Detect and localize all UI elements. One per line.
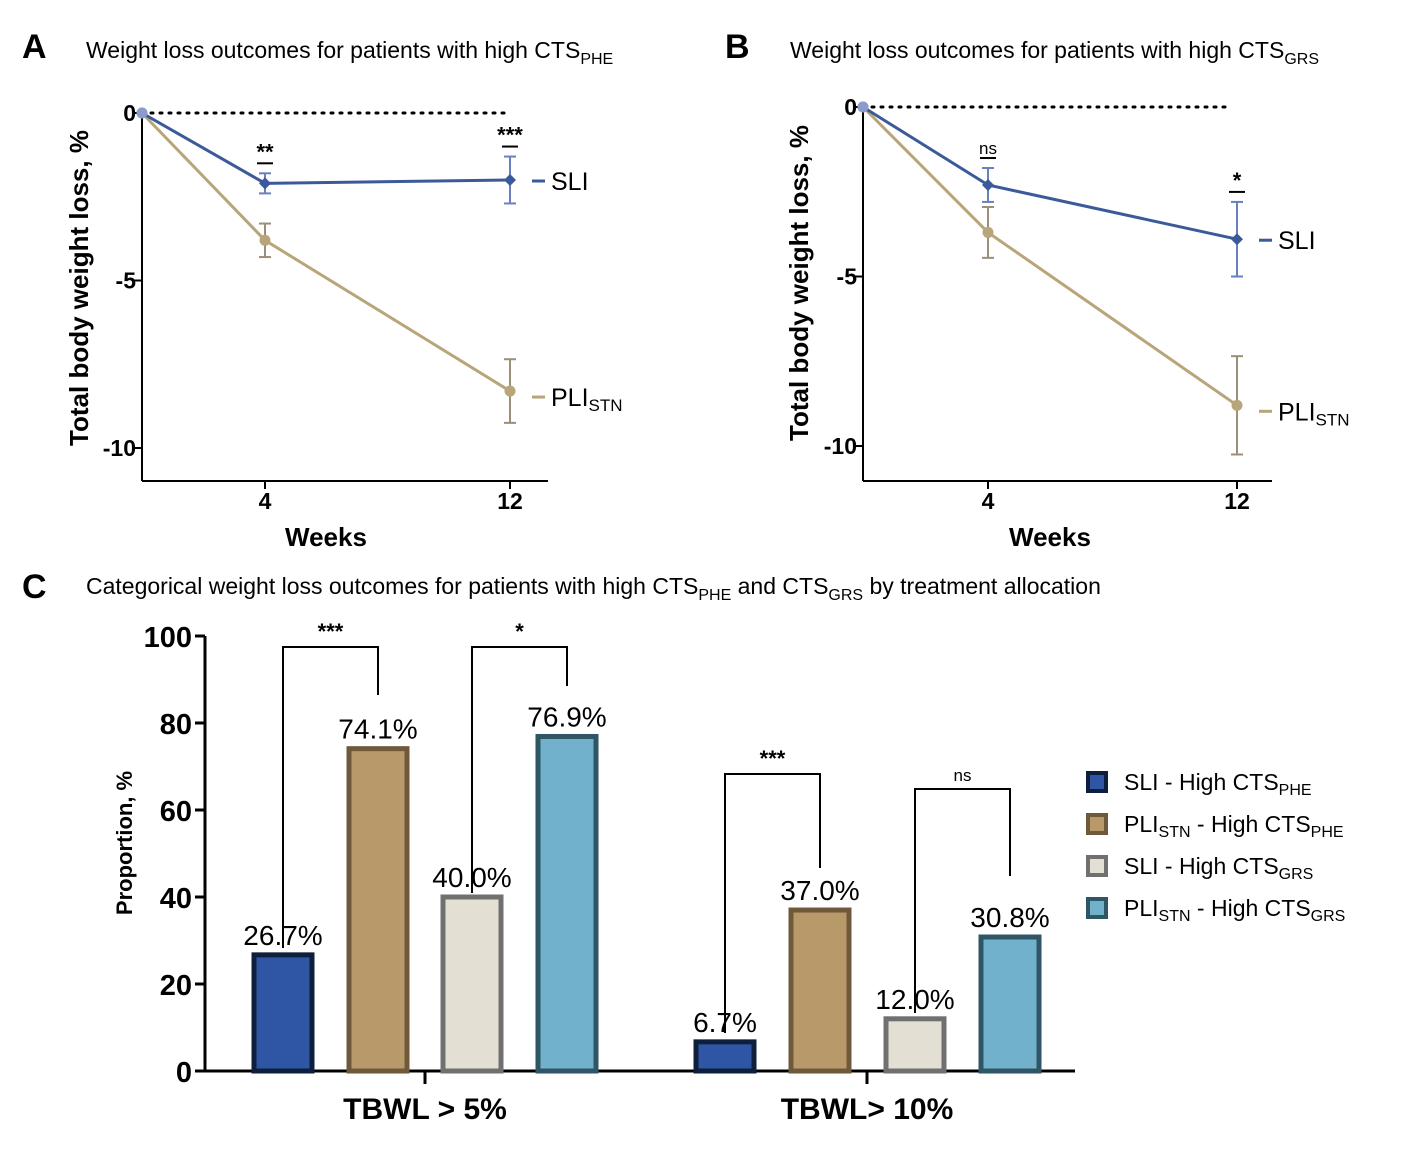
panel-c-legend-label: SLI - High CTSPHE [1124,769,1312,799]
panel-a-data-point-pli [259,234,271,246]
panel-c-legend-swatch [1086,897,1108,919]
panel-c-group-labels: TBWL > 5% TBWL> 10% [343,1071,953,1126]
panel-c-bars: 26.7%6.7%74.1%37.0%40.0%12.0%76.9%30.8% [243,701,1050,1074]
panel-b-series-label-sli: SLI [1278,227,1316,255]
panel-c-significance-bracket [724,773,821,1033]
panel-c-legend-label: PLISTN - High CTSPHE [1124,811,1344,841]
panel-c-bar [788,907,852,1074]
panel-c-data-label: 30.8% [970,902,1049,933]
panel-c-significance-label: * [515,619,524,644]
panel-a-data-point-sli [259,177,271,190]
panel-b-series-line-pli [861,105,1238,407]
panel-b-y-tick-label: -10 [824,433,857,459]
panel-a-series-line-pli [140,111,511,393]
panel-b-data-point-sli [1231,233,1243,246]
panel-a-y-label: Total body weight loss, % [64,130,94,446]
panel-b-y-tick-label: -5 [837,264,858,290]
panel-c-significance-bracket [282,646,379,948]
panel-c-y-tick-label: 0 [176,1057,192,1089]
panel-c-legend-swatch [1086,813,1108,835]
panel-b-y-label: Total body weight loss, % [784,125,814,441]
panel-c-significance-bracket [914,788,1011,1013]
panel-c-bar [693,1039,757,1074]
panel-c-data-label: 74.1% [338,714,417,745]
panel-b-y-ticks: 0 -5 -10 [824,94,863,459]
panel-b-label: B [725,28,750,66]
chart-panel-b: 0 -5 -10 4 12 PLISTN SLI ns * Weeks Total bod… [784,94,1350,552]
panel-b-data-point-sli [982,178,994,191]
panel-a-x-tick-label: 12 [497,488,523,514]
panel-c-bar [346,746,410,1074]
panel-c-legend-swatch [1086,855,1108,877]
panel-b-title: Weight loss outcomes for patients with h… [790,37,1319,68]
panel-c-legend: SLI - High CTSPHE PLISTN - High CTSPHE SLI… [1086,769,1345,925]
panel-b-significance-label: ns [979,139,997,158]
panel-b-significance-label: * [1233,168,1242,193]
panel-c-data-label: 76.9% [527,701,606,732]
panel-b-x-tick-label: 4 [982,488,995,514]
panel-a-y-ticks: 0 -5 -10 [103,100,142,461]
panel-a-significance: ***** [256,123,523,165]
panel-b-x-ticks: 4 12 [982,481,1250,514]
panel-a-data-point-pli [504,385,516,397]
panel-a-significance-label: ** [256,139,274,164]
panel-c-bar [883,1016,947,1074]
panel-c-bar [535,733,599,1074]
panel-a-data-point-sli [504,174,516,186]
panel-b-significance: ns * [979,139,1245,193]
panel-c-y-tick-label: 60 [160,796,192,828]
panel-a-y-tick-label: -10 [103,435,136,461]
panel-a-x-tick-label: 4 [259,488,272,514]
panel-c-label: C [22,568,47,606]
panel-c-bar [440,894,504,1074]
panel-c-significance-bracket [471,646,568,893]
panel-a-label: A [22,28,47,66]
panel-c-y-ticks: 0 20 40 60 80 100 [144,622,205,1089]
panel-c-significance: *** ****ns [282,619,1011,1033]
panel-c-bar [251,952,315,1074]
panel-a-series-line-sli [141,111,511,185]
panel-c-bar [978,934,1042,1074]
panel-c-title: Categorical weight loss outcomes for pat… [86,573,1101,604]
panel-b-series: PLISTN SLI [857,101,1350,456]
panel-c-y-label: Proportion, % [112,771,137,915]
panel-c-significance-label: ns [954,766,972,785]
panel-a-x-ticks: 4 12 [259,481,523,514]
panel-b-y-tick-label: 0 [844,94,857,120]
panel-a-title: Weight loss outcomes for patients with h… [86,37,613,68]
panel-c-significance-label: *** [318,619,344,644]
panel-c-data-label: 37.0% [780,875,859,906]
panel-b-data-point-sli [857,101,869,113]
panel-c-y-tick-label: 80 [160,709,192,741]
panel-a-y-tick-label: 0 [123,100,136,126]
panel-a-significance-label: *** [497,123,523,148]
panel-a-series-label-sli: SLI [551,168,589,196]
panel-b-series-line-sli [862,105,1238,241]
panel-c-legend-label: PLISTN - High CTSGRS [1124,895,1345,925]
panel-a-series-label-pli: PLISTN [551,384,623,415]
panel-c-legend-label: SLI - High CTSGRS [1124,853,1313,883]
panel-b-x-tick-label: 12 [1224,488,1250,514]
panel-c-significance-label: *** [760,746,786,771]
panel-b-data-point-pli [982,226,994,238]
panel-c-y-tick-label: 100 [144,622,192,654]
panel-b-series-label-pli: PLISTN [1278,398,1350,429]
panel-c-y-tick-label: 40 [160,883,192,915]
panel-a-y-tick-label: -5 [116,268,137,294]
panel-a-data-point-sli [136,107,148,119]
panel-c-category-label: TBWL > 5% [343,1093,507,1126]
panel-c-y-tick-label: 20 [160,970,192,1002]
panel-b-x-label: Weeks [1009,522,1091,552]
panel-b-data-point-pli [1231,399,1243,411]
panel-c-category-label: TBWL> 10% [781,1093,954,1126]
panel-c-legend-swatch [1086,771,1108,793]
panel-a-x-label: Weeks [285,522,367,552]
panel-a-series: PLISTN SLI [136,107,623,424]
